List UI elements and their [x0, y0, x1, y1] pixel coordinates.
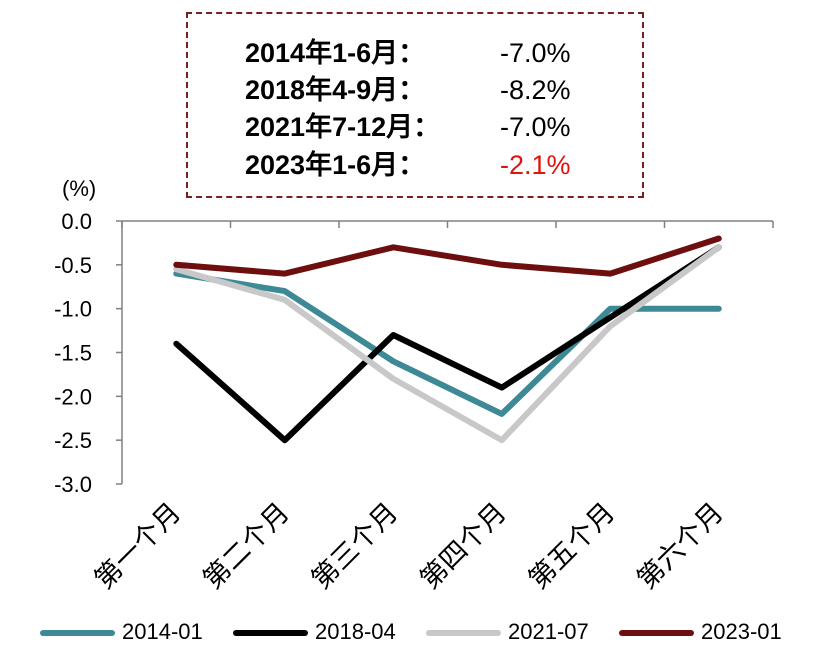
legend-label: 2018-04 [315, 619, 396, 644]
legend-label: 2014-01 [122, 619, 203, 644]
x-tick-label: 第一个月 [89, 497, 187, 595]
y-tick-label: -1.5 [54, 341, 92, 366]
legend-swatch [233, 630, 308, 636]
annotation-value: -8.2% [500, 75, 571, 105]
legend-swatch [426, 630, 501, 636]
legend-swatch [40, 630, 115, 636]
y-tick-label: -0.5 [54, 253, 92, 278]
series-line-2018-04 [173, 244, 722, 444]
y-tick-label: -2.5 [54, 428, 92, 453]
annotation-value-highlight: -2.1% [500, 150, 571, 180]
annotation-period: 2023年1-6月： [245, 150, 426, 180]
legend-label: 2023-01 [701, 619, 782, 644]
y-tick-label: -2.0 [54, 384, 92, 409]
y-tick-label: -1.0 [54, 297, 92, 322]
series-line-2023-01 [173, 235, 722, 277]
x-tick-label: 第六个月 [631, 497, 729, 595]
annotation-period: 2014年1-6月： [245, 38, 426, 68]
annotation-value: -7.0% [500, 112, 571, 142]
x-tick-label: 第五个月 [523, 497, 621, 595]
series-line-2021-07 [173, 244, 722, 444]
legend-swatch [619, 630, 694, 636]
legend-label: 2021-07 [508, 619, 589, 644]
annotation-value: -7.0% [500, 38, 571, 68]
y-tick-label: -3.0 [54, 472, 92, 497]
annotation-period: 2021年7-12月： [245, 112, 441, 142]
y-axis-unit-label: (%) [62, 176, 97, 201]
x-tick-label: 第二个月 [197, 497, 295, 595]
x-tick-label: 第四个月 [414, 497, 512, 595]
x-tick-label: 第三个月 [306, 497, 404, 595]
annotation-period: 2018年4-9月： [245, 75, 426, 105]
annotation-box: 2014年1-6月： -7.0% 2018年4-9月： -8.2% 2021年7… [186, 12, 644, 198]
y-tick-label: 0.0 [61, 209, 92, 234]
